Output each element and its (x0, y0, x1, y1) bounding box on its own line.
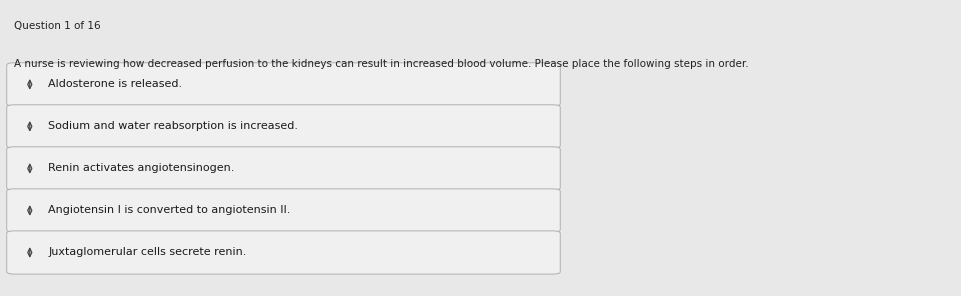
Text: Renin activates angiotensinogen.: Renin activates angiotensinogen. (48, 163, 234, 173)
Text: Aldosterone is released.: Aldosterone is released. (48, 79, 183, 89)
Text: Juxtaglomerular cells secrete renin.: Juxtaglomerular cells secrete renin. (48, 247, 246, 258)
FancyBboxPatch shape (7, 105, 560, 148)
Text: Angiotensin I is converted to angiotensin II.: Angiotensin I is converted to angiotensi… (48, 205, 290, 215)
Text: Sodium and water reabsorption is increased.: Sodium and water reabsorption is increas… (48, 121, 298, 131)
FancyBboxPatch shape (7, 63, 560, 106)
FancyBboxPatch shape (7, 147, 560, 190)
FancyBboxPatch shape (7, 231, 560, 274)
FancyBboxPatch shape (7, 189, 560, 232)
Text: A nurse is reviewing how decreased perfusion to the kidneys can result in increa: A nurse is reviewing how decreased perfu… (14, 59, 749, 69)
Text: Question 1 of 16: Question 1 of 16 (14, 21, 101, 31)
